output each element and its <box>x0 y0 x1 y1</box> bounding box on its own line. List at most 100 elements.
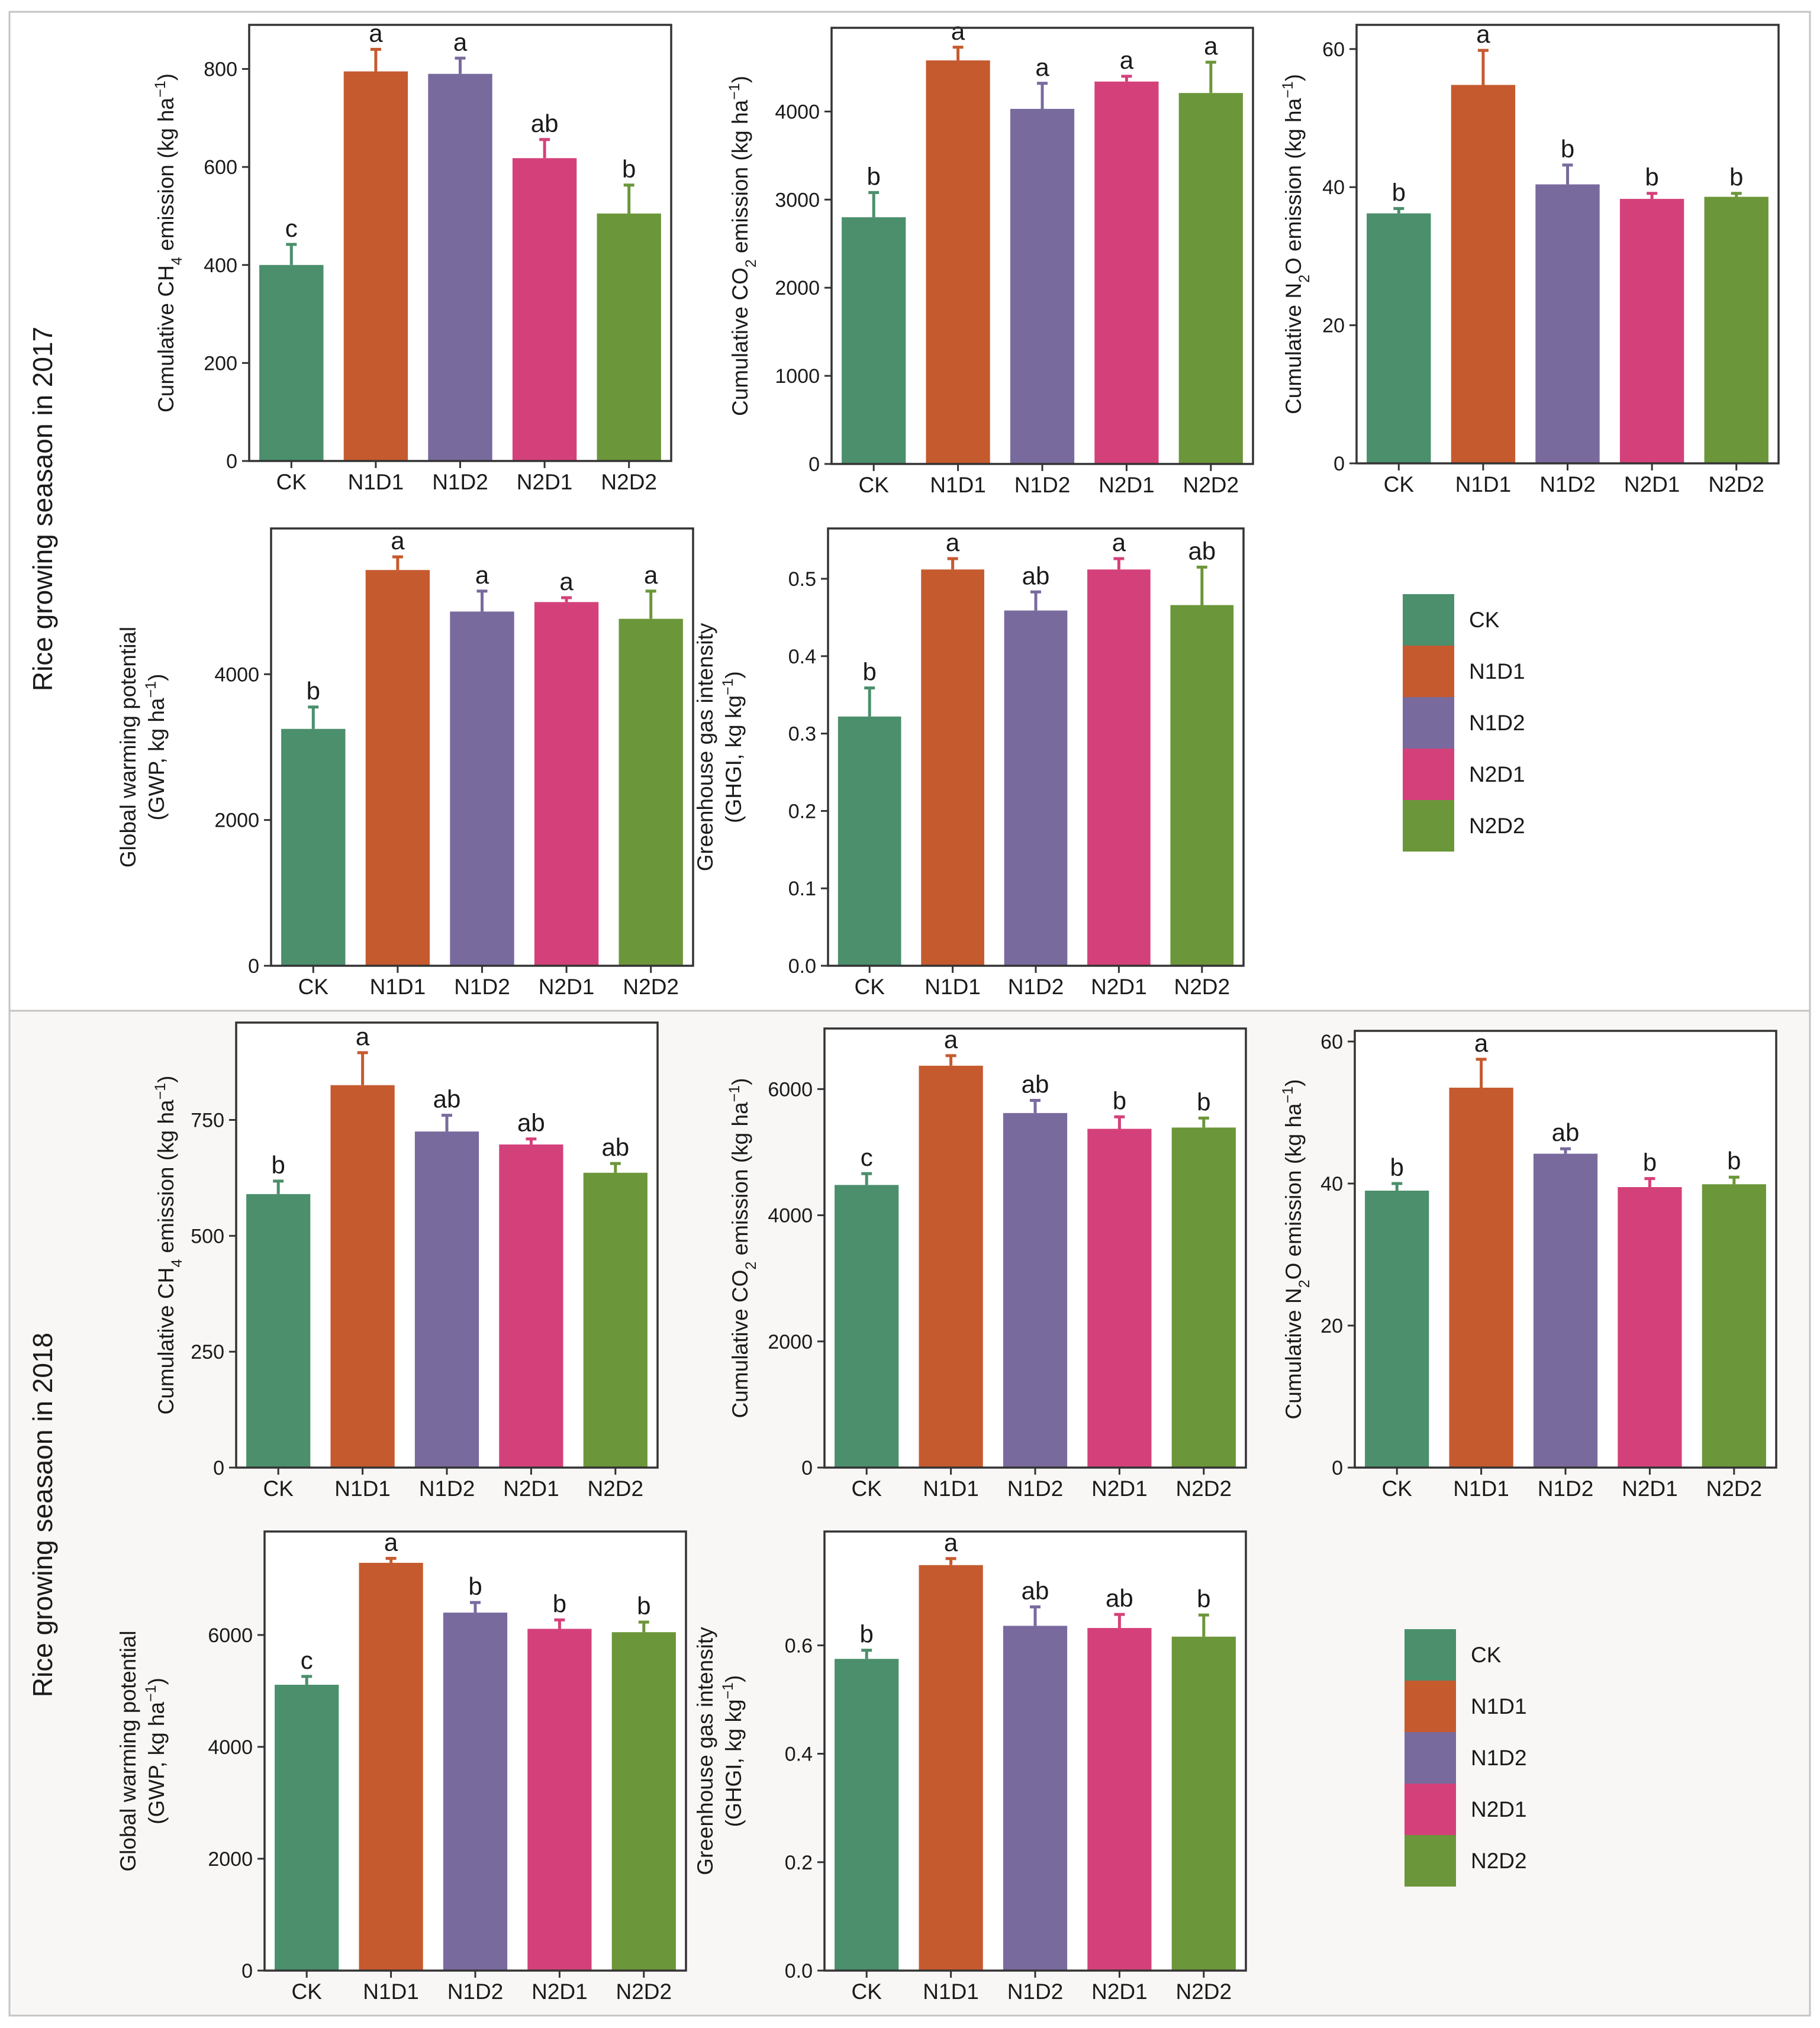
x-tick-label-n2d1: N2D1 <box>1091 1476 1148 1501</box>
y-axis-label-line: Global warming potential <box>116 627 140 868</box>
y-axis-label-run: Cumulative N <box>1281 1288 1306 1419</box>
bar-n1d2 <box>414 1131 479 1468</box>
y-axis-label-run: −1 <box>152 1083 169 1100</box>
bar-ck <box>835 1659 899 1971</box>
x-tick-label-ck: CK <box>1384 472 1415 496</box>
y-tick-label: 0 <box>226 450 237 473</box>
section-title-2017: Rice growing seasaon in 2017 <box>27 327 58 691</box>
x-tick-label-n2d2: N2D2 <box>623 975 679 999</box>
significance-letter-n1d1: a <box>369 19 383 47</box>
x-tick-label-n1d2: N1D2 <box>1539 472 1596 496</box>
legend-label-n2d1: N2D1 <box>1469 762 1525 786</box>
chart-panel-2017-2: b CK a N1D1 a N1D2 a N2D1 a N2D2 0 1000 2000 3000 4000… <box>726 17 1254 497</box>
bar-n2d1 <box>512 158 577 461</box>
significance-letter-n2d1: b <box>553 1589 566 1617</box>
bar-n2d1 <box>534 602 599 966</box>
y-axis-label-run: emission (kg ha <box>154 97 178 257</box>
y-tick-label: 4000 <box>775 101 820 123</box>
significance-letter-n2d2: b <box>1197 1585 1210 1613</box>
y-axis-label: Cumulative CO2 emission (kg ha−1) <box>726 1078 759 1418</box>
bar-n1d1 <box>330 1085 395 1468</box>
x-tick-label-n1d2: N1D2 <box>432 470 488 494</box>
y-axis-label: Cumulative CH4 emission (kg ha−1) <box>152 73 185 412</box>
bar-n1d2 <box>1004 610 1068 966</box>
x-tick-label-n1d2: N1D2 <box>454 975 510 999</box>
y-tick-label: 0.1 <box>788 878 816 900</box>
y-tick-label: 0.0 <box>788 955 816 978</box>
y-tick-label: 0.2 <box>788 800 816 823</box>
y-tick-label: 600 <box>204 156 237 179</box>
significance-letter-n1d2: a <box>1035 53 1049 81</box>
x-tick-label-ck: CK <box>1381 1476 1412 1501</box>
chart-panel-2018-5: b CK a N1D1 ab N1D2 ab N2D1 b N2D2 0.0 0.2 0.4 0.6 Gre… <box>693 1529 1247 2004</box>
significance-letter-n1d2: ab <box>1022 1071 1049 1098</box>
bar-n2d1 <box>1087 1129 1152 1468</box>
bar-n2d2 <box>1171 1636 1236 1971</box>
x-tick-label-n2d2: N2D2 <box>601 470 657 494</box>
x-tick-label-ck: CK <box>851 1476 882 1501</box>
legend-swatch-n1d2 <box>1405 1732 1456 1784</box>
bar-n1d1 <box>1451 85 1516 463</box>
chart-panel-2018-4: c CK a N1D1 b N1D2 b N2D1 b N2D2 0 2000 4000 6000 Glob… <box>116 1528 687 2004</box>
bar-n2d2 <box>611 1632 676 1971</box>
y-axis-label-run: ) <box>721 1675 746 1682</box>
significance-letter-n1d1: a <box>391 527 405 554</box>
y-tick-label: 4000 <box>768 1205 813 1227</box>
x-tick-label-ck: CK <box>858 473 889 497</box>
chart-panel-2017-3: bCKaN1D1bN1D2bN2D1bN2D20204060Cumulative… <box>1280 20 1780 496</box>
x-tick-label-n1d2: N1D2 <box>447 1979 504 2004</box>
legend-swatch-ck <box>1405 1629 1456 1681</box>
y-axis-label-line: Greenhouse gas intensity <box>693 1627 717 1875</box>
bar-ck <box>835 1185 899 1468</box>
y-axis-label: Cumulative CO2 emission (kg ha−1) <box>726 76 759 416</box>
y-axis-label-run: 2 <box>1296 275 1313 283</box>
y-axis-label: Cumulative CH4 emission (kg ha−1) <box>152 1076 185 1415</box>
bar-n1d2 <box>428 73 492 462</box>
chart-panel-2018-3: b CK a N1D1 ab N1D2 b N2D1 b N2D2 0 20 40 60 Cumulativ… <box>1280 1029 1777 1501</box>
y-axis-label-run: 4 <box>169 1259 185 1268</box>
y-tick-label: 500 <box>191 1225 224 1247</box>
x-tick-label-n2d1: N2D1 <box>531 1979 588 2004</box>
significance-letter-ck: c <box>861 1143 873 1171</box>
significance-letter-n2d1: a <box>1112 528 1126 556</box>
y-axis-label-run: emission (kg ha <box>728 99 752 259</box>
x-tick-label-n2d1: N2D1 <box>1099 473 1155 497</box>
x-tick-label-n1d1: N1D1 <box>1453 1476 1509 1501</box>
x-tick-label-n2d1: N2D1 <box>1091 1979 1148 2004</box>
x-tick-label-n1d2: N1D2 <box>1008 975 1064 999</box>
chart-panel-2018-2: c CK a N1D1 ab N1D2 b N2D1 b N2D2 0 2000 4000 6000 Cum… <box>726 1026 1247 1501</box>
bar-ck <box>1365 1191 1429 1468</box>
significance-letter-n1d2: ab <box>1022 562 1050 589</box>
x-tick-label-n2d1: N2D1 <box>539 975 595 999</box>
significance-letter-n1d1: a <box>946 528 960 556</box>
x-tick-label-ck: CK <box>263 1476 294 1501</box>
bar-n1d1 <box>359 1562 423 1971</box>
y-axis-label-run: −1 <box>720 1682 736 1700</box>
x-tick-label-n1d2: N1D2 <box>419 1476 475 1501</box>
y-axis-label-line: Greenhouse gas intensity <box>693 623 717 871</box>
bar-n2d1 <box>1087 1628 1152 1971</box>
bar-ck <box>246 1194 311 1468</box>
plot-frame <box>830 27 1254 465</box>
legend-label-n2d2: N2D2 <box>1469 814 1525 838</box>
y-tick-label: 0 <box>241 1960 253 1982</box>
legend-label-n2d2: N2D2 <box>1471 1849 1527 1873</box>
y-axis-label-line: (GWP, kg ha−1) <box>143 674 169 821</box>
y-tick-label: 2000 <box>214 810 259 832</box>
legend-2017: CK N1D1 N1D2 N2D1 N2D2 <box>1403 594 1525 852</box>
y-tick-label: 0.2 <box>785 1852 813 1874</box>
y-tick-label: 6000 <box>768 1078 813 1101</box>
y-axis-label: Greenhouse gas intensity (GHGI, kg kg−1) <box>693 623 746 871</box>
x-tick-label-n1d1: N1D1 <box>930 473 986 497</box>
significance-letter-n1d2: ab <box>1022 1576 1049 1604</box>
significance-letter-n1d2: a <box>453 28 468 56</box>
y-axis-label-line: (GWP, kg ha−1) <box>143 1678 169 1824</box>
bar-n1d1 <box>921 569 984 966</box>
legend-swatch-n1d2 <box>1403 697 1454 749</box>
bar-ck <box>275 1684 339 1971</box>
y-axis-label-run: ) <box>154 1076 178 1083</box>
y-tick-label: 400 <box>204 254 237 277</box>
section-title-2018: Rice growing seasaon in 2018 <box>27 1333 58 1697</box>
y-axis-label-run: −1 <box>152 80 169 98</box>
